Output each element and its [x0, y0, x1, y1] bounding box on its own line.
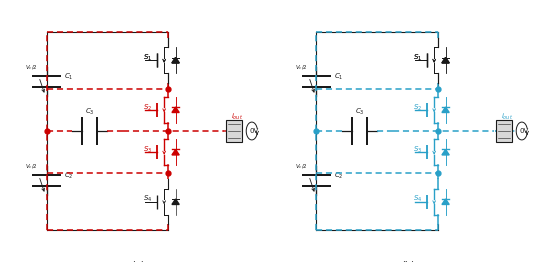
Text: $S_2$: $S_2$ [413, 102, 422, 112]
Polygon shape [172, 58, 179, 63]
Text: $C_3$: $C_3$ [355, 107, 364, 117]
Text: $V_c/2$: $V_c/2$ [295, 162, 307, 171]
Text: $S_1$: $S_1$ [143, 53, 152, 63]
Text: $S_3$: $S_3$ [413, 145, 422, 155]
Text: $i_{out}$: $i_{out}$ [230, 111, 242, 122]
Polygon shape [172, 199, 179, 204]
Polygon shape [442, 107, 449, 112]
Polygon shape [442, 58, 449, 63]
Text: $C_1$: $C_1$ [64, 72, 74, 82]
Text: $S_3$: $S_3$ [143, 145, 152, 155]
Text: $i_{out}$: $i_{out}$ [500, 111, 512, 122]
Polygon shape [442, 58, 449, 63]
Text: $S_1$: $S_1$ [413, 53, 422, 63]
Text: (a): (a) [131, 261, 144, 262]
Polygon shape [442, 199, 449, 204]
Text: (b): (b) [401, 261, 415, 262]
Text: $S_4$: $S_4$ [143, 194, 152, 204]
Polygon shape [442, 150, 449, 155]
Text: $V_c/2$: $V_c/2$ [295, 63, 307, 72]
Text: $C_1$: $C_1$ [334, 72, 344, 82]
Text: 0V: 0V [519, 128, 528, 134]
Bar [496, 120, 512, 141]
Bar [226, 120, 242, 141]
Text: $C_2$: $C_2$ [64, 171, 74, 181]
Text: 0V: 0V [249, 128, 258, 134]
Text: $V_c/2$: $V_c/2$ [25, 63, 37, 72]
Text: $S_4$: $S_4$ [413, 194, 422, 204]
Text: $C_2$: $C_2$ [334, 171, 344, 181]
Polygon shape [172, 107, 179, 112]
Polygon shape [172, 58, 179, 63]
Text: $C_3$: $C_3$ [85, 107, 94, 117]
Text: $S_1$: $S_1$ [143, 53, 152, 63]
Polygon shape [172, 150, 179, 155]
Text: $V_c/2$: $V_c/2$ [25, 162, 37, 171]
Text: $S_2$: $S_2$ [143, 102, 152, 112]
Text: $S_1$: $S_1$ [413, 53, 422, 63]
